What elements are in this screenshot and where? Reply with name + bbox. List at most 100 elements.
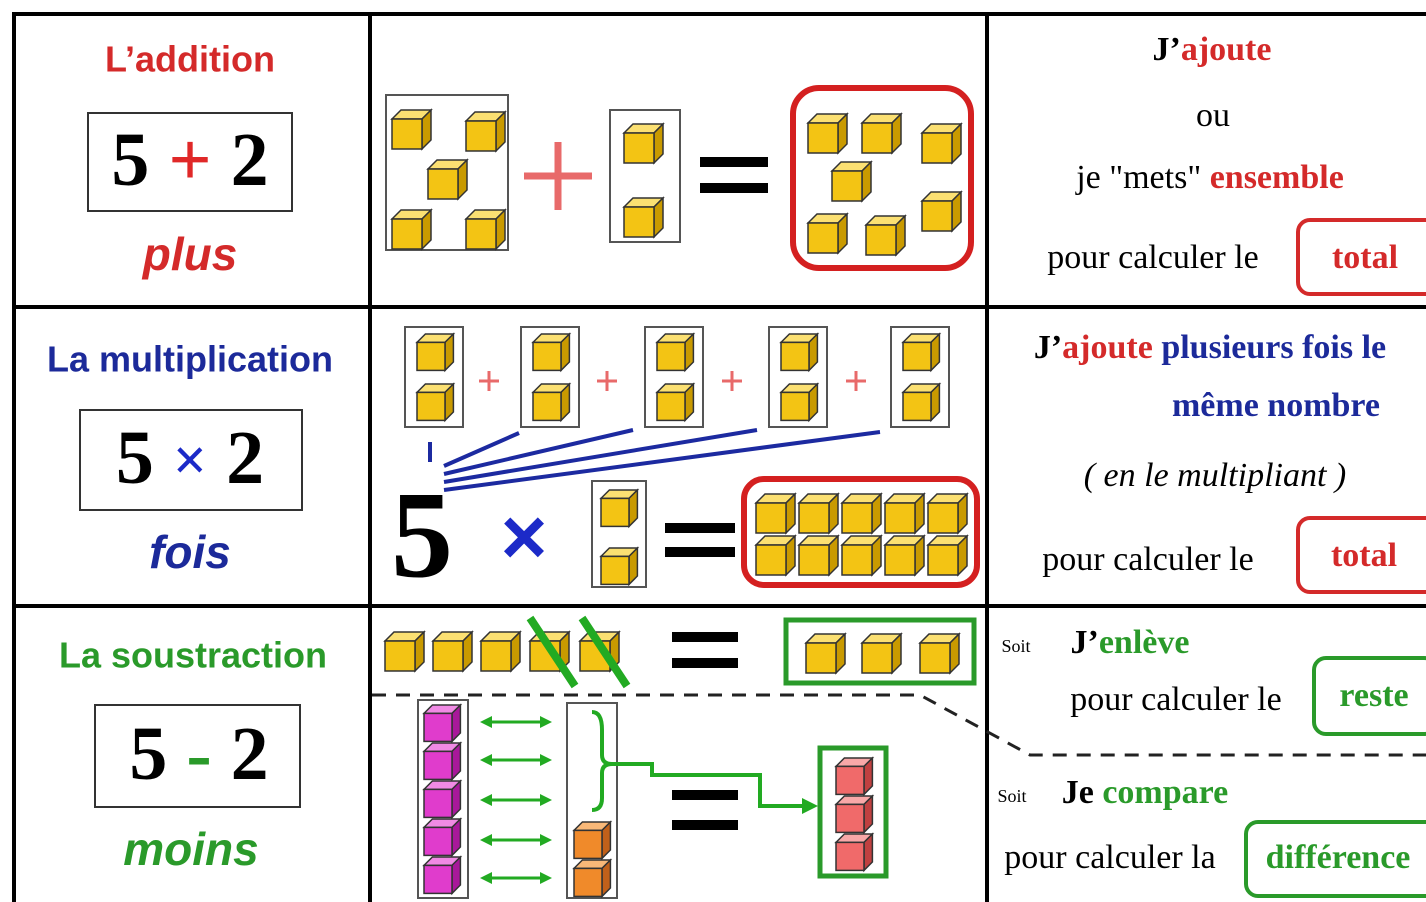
cube-front <box>798 502 830 534</box>
result-box <box>1244 820 1426 898</box>
cube-front <box>656 341 686 372</box>
cube <box>834 832 875 873</box>
operand: 5 <box>116 416 154 500</box>
result-box <box>1296 218 1426 296</box>
cube-group <box>768 326 828 428</box>
result-box <box>1312 656 1426 736</box>
cube <box>834 756 875 797</box>
cube-front <box>841 502 873 534</box>
connector <box>443 428 758 484</box>
cube <box>655 382 696 423</box>
cube <box>920 122 963 165</box>
operation-name: La soustraction <box>59 635 327 676</box>
cube <box>415 332 456 373</box>
arrow-head <box>540 716 552 728</box>
cube <box>860 112 903 155</box>
cube-front <box>532 391 562 422</box>
description-line: pour calculer le <box>1042 541 1253 578</box>
operation-word: moins <box>123 823 258 875</box>
cube <box>779 382 820 423</box>
cube-group <box>644 326 704 428</box>
cube-front <box>423 750 453 781</box>
text: Je <box>1062 774 1094 811</box>
operation-word: plus <box>141 228 238 280</box>
cube-front <box>573 867 603 898</box>
cube-front <box>465 120 497 152</box>
cube-group <box>817 745 889 879</box>
cube-front <box>921 200 953 232</box>
strike-mark <box>526 615 579 689</box>
keyword: compare <box>1102 774 1228 811</box>
cube <box>806 212 849 255</box>
operator: × <box>173 427 207 493</box>
cube-front <box>416 391 446 422</box>
keyword: ajoute <box>1181 31 1272 68</box>
cube <box>834 794 875 835</box>
arrow-head <box>540 794 552 806</box>
operand: 5 <box>129 712 167 796</box>
cube-group <box>890 326 950 428</box>
cube-front <box>927 502 959 534</box>
cube <box>754 492 797 535</box>
cube <box>806 112 849 155</box>
cube-front <box>391 118 423 150</box>
cube-front <box>465 218 497 250</box>
arrow-head <box>480 794 492 806</box>
cube <box>779 332 820 373</box>
cube <box>422 855 463 896</box>
cube <box>804 632 847 675</box>
keyword: ajoute <box>1062 329 1153 366</box>
cube <box>599 488 640 529</box>
cube <box>901 382 942 423</box>
text: je "mets" <box>1075 159 1201 196</box>
cube <box>426 158 469 201</box>
cube-front <box>805 642 837 674</box>
cube <box>918 632 961 675</box>
description-line: ( en le multipliant ) <box>1084 457 1347 494</box>
cube <box>797 492 840 535</box>
cube <box>531 382 572 423</box>
cube <box>840 492 883 535</box>
cube-front <box>623 206 655 238</box>
cube-front <box>532 341 562 372</box>
cube-front <box>841 544 873 576</box>
cube-front <box>600 497 630 528</box>
cube-group <box>741 476 980 588</box>
operand: 5 <box>111 118 149 202</box>
cube <box>464 208 507 251</box>
expression-box <box>79 409 303 511</box>
cube <box>926 492 969 535</box>
cube-front <box>480 640 512 672</box>
cube-group <box>566 702 618 899</box>
cube <box>901 332 942 373</box>
cube <box>860 632 903 675</box>
arrow-head <box>480 834 492 846</box>
expression: 5 × 2 <box>116 416 264 500</box>
operation-name: La multiplication <box>47 339 333 380</box>
result-word: total <box>1331 537 1397 574</box>
dashed-separator <box>372 693 1426 757</box>
cube-group <box>385 94 509 251</box>
description-line: même nombre <box>1172 387 1380 424</box>
cube-front <box>798 544 830 576</box>
cube-group <box>609 109 681 243</box>
description-line: Je compare <box>1062 774 1228 811</box>
cube <box>572 858 613 899</box>
cube-front <box>432 640 464 672</box>
arrow-head <box>540 754 552 766</box>
operator: - <box>186 712 211 796</box>
result-word: total <box>1332 239 1398 276</box>
cube-group <box>783 617 977 686</box>
expression: 5 - 2 <box>129 712 268 796</box>
text: J’ <box>1153 31 1181 68</box>
text: J’ <box>1071 624 1099 661</box>
cube <box>920 190 963 233</box>
cube <box>422 817 463 858</box>
cube-front <box>884 544 916 576</box>
expression-box <box>94 704 301 808</box>
connector <box>443 430 881 492</box>
cube-front <box>921 132 953 164</box>
cube-front <box>423 864 453 895</box>
cube-front <box>423 788 453 819</box>
